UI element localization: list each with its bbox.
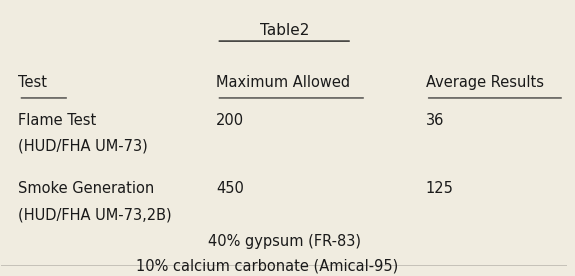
Text: Table2: Table2 <box>259 23 309 38</box>
Text: 200: 200 <box>216 113 244 128</box>
Text: Average Results: Average Results <box>426 75 543 91</box>
Text: Smoke Generation: Smoke Generation <box>18 181 155 196</box>
Text: (HUD/FHA UM-73): (HUD/FHA UM-73) <box>18 139 148 154</box>
Text: 10% calcium carbonate (Amical-95): 10% calcium carbonate (Amical-95) <box>136 258 398 273</box>
Text: 40% gypsum (FR-83): 40% gypsum (FR-83) <box>208 234 361 249</box>
Text: 125: 125 <box>426 181 454 196</box>
Text: Test: Test <box>18 75 47 91</box>
Text: Maximum Allowed: Maximum Allowed <box>216 75 350 91</box>
Text: 450: 450 <box>216 181 244 196</box>
Text: 36: 36 <box>426 113 444 128</box>
Text: Flame Test: Flame Test <box>18 113 97 128</box>
Text: (HUD/FHA UM-73,2B): (HUD/FHA UM-73,2B) <box>18 208 172 223</box>
